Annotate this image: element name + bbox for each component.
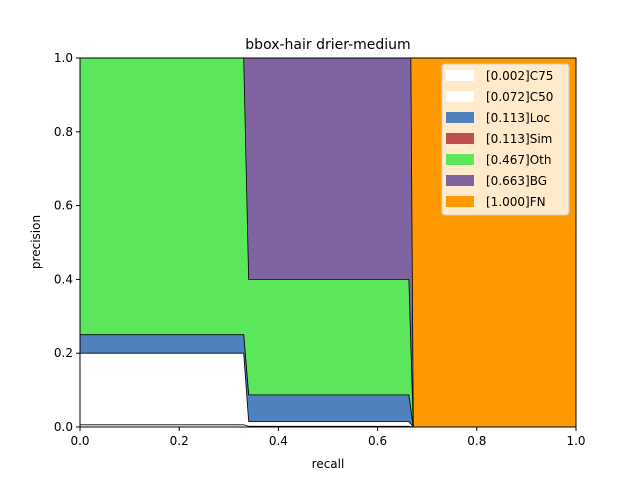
x-tick-label: 0.0 [70,434,89,448]
y-tick-label: 0.2 [54,346,73,360]
x-tick-label: 0.4 [269,434,288,448]
legend-swatch-0-113-sim [446,133,474,144]
x-tick-label: 0.6 [368,434,387,448]
legend: [0.002]C75 [0.072]C50 [0.113]Loc [0.113]Sim… [441,63,570,216]
legend-swatch-0-113-loc [446,112,474,123]
legend-swatch-0-467-oth [446,154,474,165]
x-tick-label: 0.2 [170,434,189,448]
x-tick-label: 1.0 [566,434,585,448]
legend-swatch-0-002-c75 [446,70,474,81]
chart-title: bbox-hair drier-medium [245,37,410,53]
legend-label-0-072-c50: [0.072]C50 [486,90,553,104]
x-axis-label: recall [312,457,345,471]
y-tick-label: 1.0 [54,51,73,65]
plot-frame [79,57,577,428]
legend-label-0-663-bg: [0.663]BG [486,174,547,188]
curve-0-113-loc [80,334,414,428]
plot-area [79,57,577,428]
y-tick-label: 0.4 [54,272,73,286]
y-tick-label: 0.8 [54,125,73,139]
y-axis-ticks: 0.0 0.2 0.4 0.6 0.8 1.0 [54,51,80,434]
legend-swatch-0-663-bg [446,175,474,186]
x-tick-label: 0.8 [467,434,486,448]
legend-label-0-467-oth: [0.467]Oth [486,153,551,167]
legend-swatch-0-072-c50 [446,91,474,102]
legend-label-1-000-fn: [1.000]FN [486,195,546,209]
legend-label-0-113-sim: [0.113]Sim [486,132,552,146]
y-tick-label: 0.6 [54,199,73,213]
x-axis-ticks: 0.0 0.2 0.4 0.6 0.8 1.0 [70,427,586,448]
area-0-072-c50 [80,353,414,427]
legend-label-0-113-loc: [0.113]Loc [486,111,550,125]
curve-0-072-c50 [80,352,414,428]
legend-label-0-002-c75: [0.002]C75 [486,69,553,83]
y-axis-label: precision [29,215,43,269]
y-tick-label: 0.0 [54,420,73,434]
legend-swatch-1-000-fn [446,196,474,207]
